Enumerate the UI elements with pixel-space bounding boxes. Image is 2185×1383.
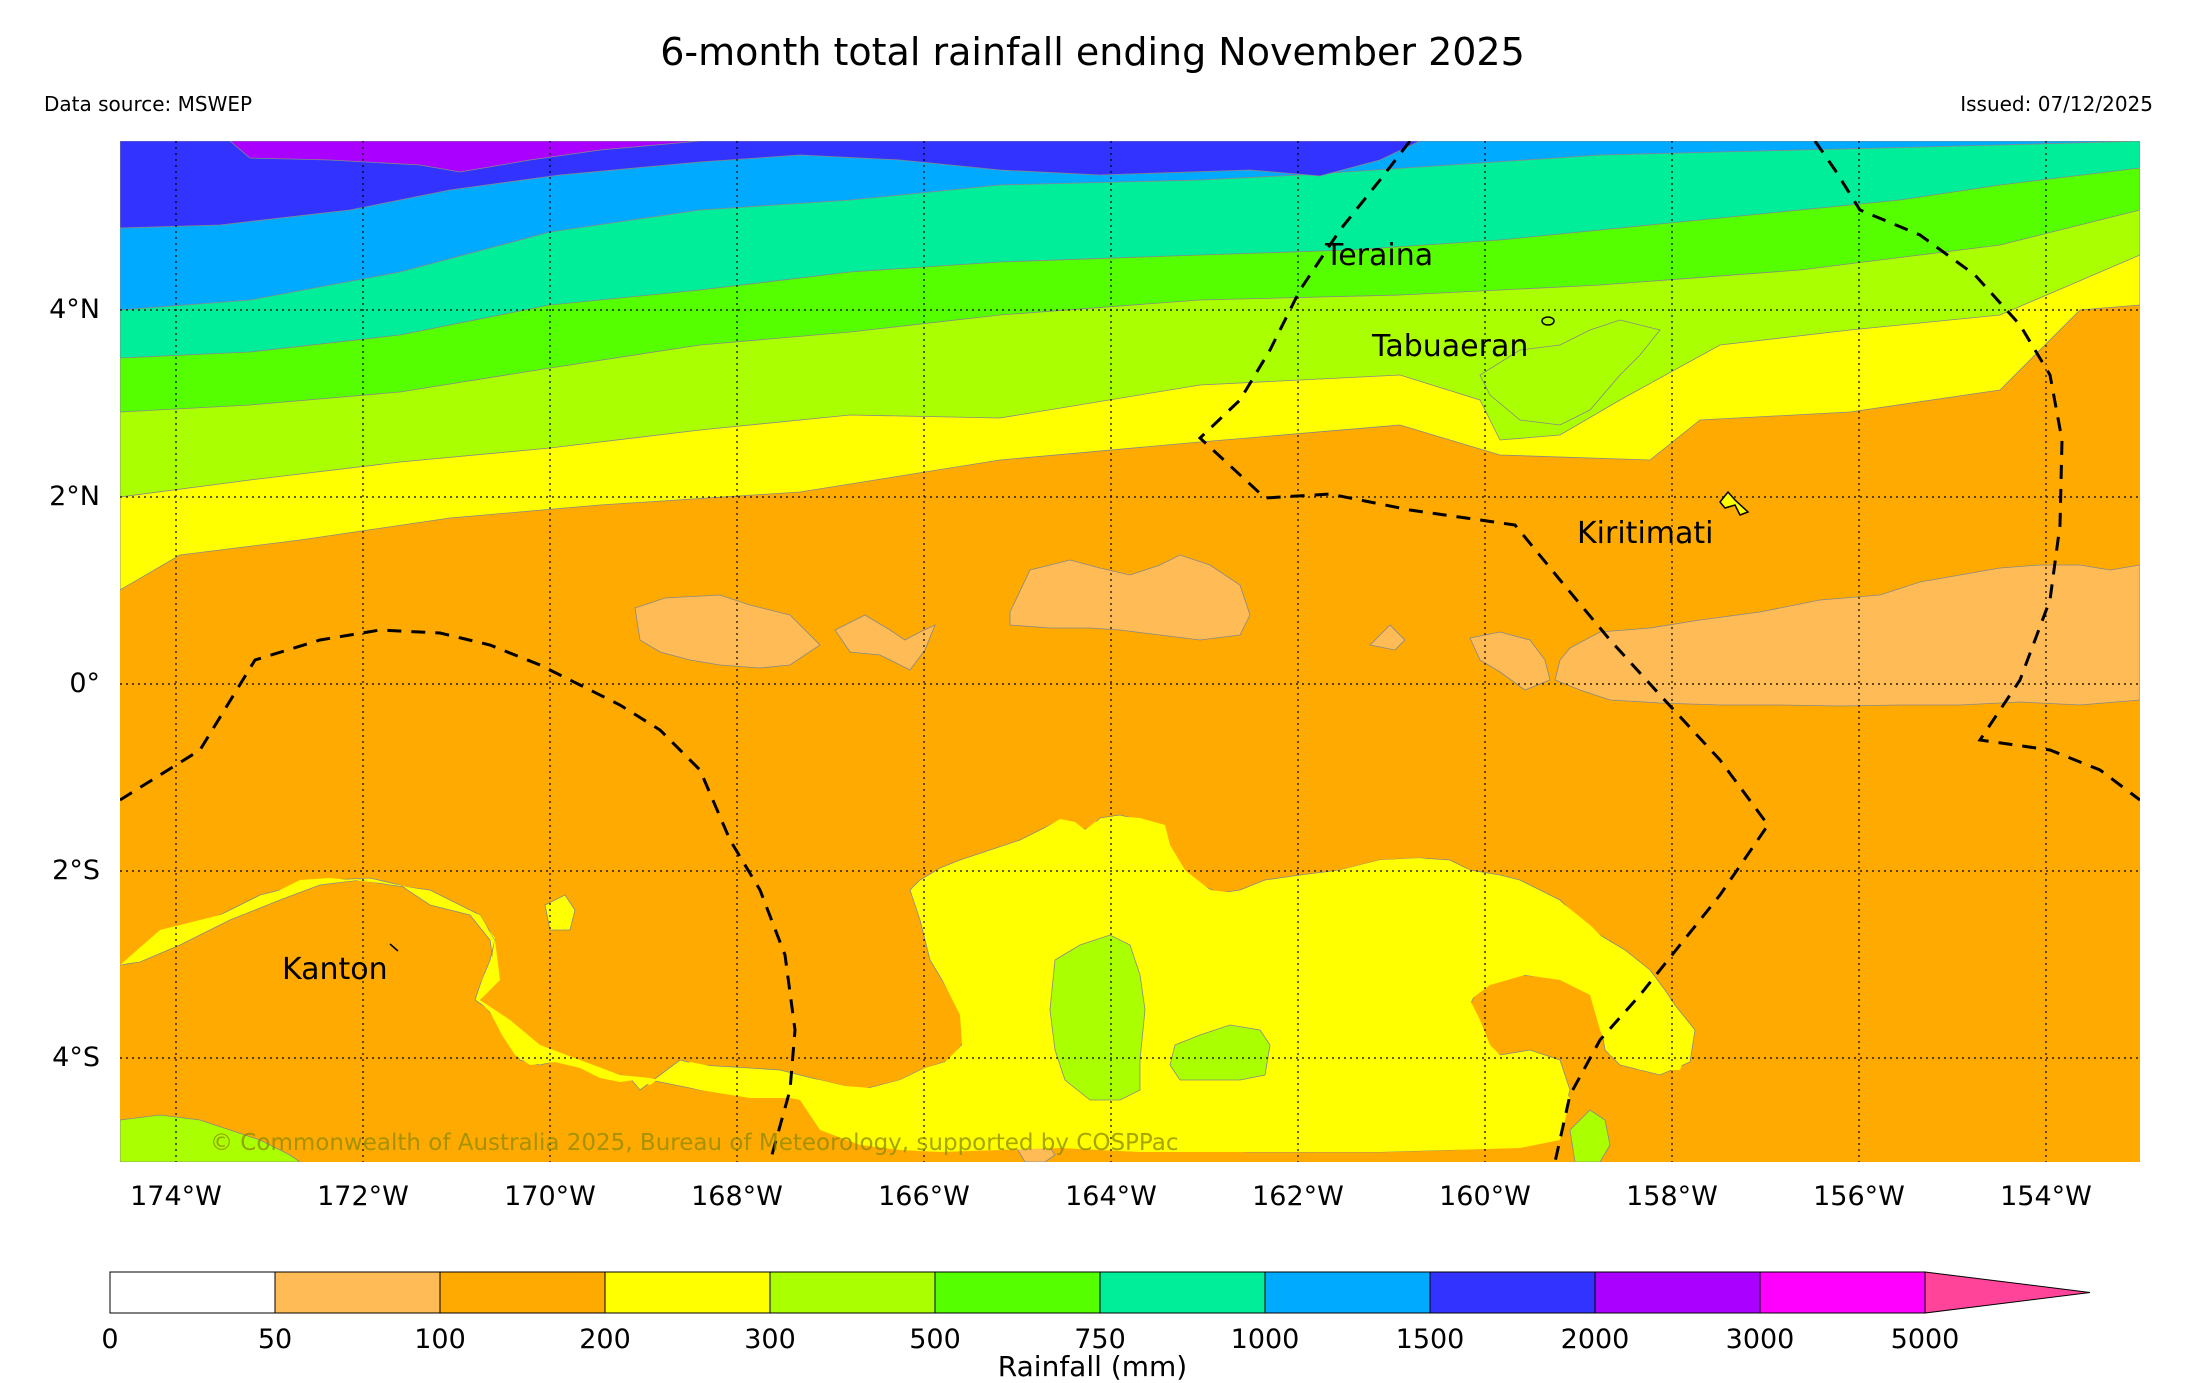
patch-50-100-d <box>1369 624 1406 651</box>
lon-ticks: 174°W 172°W 170°W 168°W 166°W 164°W 162°… <box>130 1181 2092 1212</box>
kiritimati-island <box>1719 490 1750 516</box>
lat-tick: 2°S <box>52 855 100 886</box>
patch-300-500-e <box>1479 319 1661 426</box>
colorbar-segment <box>1264 1271 1431 1314</box>
colorbar-tick: 500 <box>909 1324 961 1355</box>
colorbar-tick: 3000 <box>1726 1324 1795 1355</box>
map-title: 6-month total rainfall ending November 2… <box>660 30 1525 74</box>
colorbar-label: Rainfall (mm) <box>997 1350 1188 1383</box>
colorbar-segment <box>274 1271 441 1314</box>
data-source: Data source: MSWEP <box>44 92 253 116</box>
colorbar-tick: 750 <box>1074 1324 1126 1355</box>
patch-200-300-small <box>544 894 576 931</box>
lat-tick: 0° <box>69 668 100 699</box>
colorbar-tick: 300 <box>744 1324 796 1355</box>
colorbar <box>109 1271 2091 1314</box>
rainfall-field <box>120 141 2140 1162</box>
tabuaeran-island <box>1541 316 1555 326</box>
patch-50-100-e <box>1469 631 1551 691</box>
patch-300-500-a <box>1049 934 1146 1101</box>
band-200-300-south-main <box>120 816 1690 1152</box>
colorbar-segment <box>109 1271 276 1314</box>
patch-50-100-b <box>834 614 936 671</box>
place-label: Kiritimati <box>1577 516 1713 551</box>
patch-300-500-d <box>1569 1109 1611 1162</box>
colorbar-ticks: 0 50 100 200 300 500 750 1000 1500 2000 3000 5000 <box>101 1324 1959 1355</box>
colorbar-tick: 1500 <box>1396 1324 1465 1355</box>
issued-date: Issued: 07/12/2025 <box>1960 92 2153 116</box>
lon-tick: 166°W <box>878 1181 970 1212</box>
eez-boundaries <box>120 141 2140 1162</box>
colorbar-segment <box>1099 1271 1266 1314</box>
colorbar-tick: 100 <box>414 1324 466 1355</box>
lat-tick: 2°N <box>49 481 100 512</box>
lon-tick: 154°W <box>2000 1181 2092 1212</box>
colorbar-segment <box>769 1271 936 1314</box>
kanton-island <box>389 943 399 952</box>
copyright-text: © Commonwealth of Australia 2025, Bureau… <box>210 1130 1179 1156</box>
islands <box>389 316 1750 952</box>
lat-tick: 4°N <box>49 294 100 325</box>
band-2000-3000 <box>229 141 701 173</box>
lon-tick: 156°W <box>1813 1181 1905 1212</box>
colorbar-tick: 2000 <box>1561 1324 1630 1355</box>
lon-tick: 164°W <box>1065 1181 1157 1212</box>
colorbar-tick: 50 <box>258 1324 292 1355</box>
place-label: Kanton <box>282 952 388 987</box>
patch-50-100-a <box>634 594 821 669</box>
band-1000-1500 <box>120 141 2140 311</box>
lon-tick: 172°W <box>317 1181 409 1212</box>
colorbar-segment <box>604 1271 771 1314</box>
lon-tick: 168°W <box>691 1181 783 1212</box>
colorbar-tick: 1000 <box>1231 1324 1300 1355</box>
graticule <box>120 141 2140 1162</box>
place-label: Teraina <box>1324 238 1433 273</box>
lon-tick: 174°W <box>130 1181 222 1212</box>
colorbar-segment <box>439 1271 606 1314</box>
lon-tick: 162°W <box>1252 1181 1344 1212</box>
lat-ticks: 4°N 2°N 0° 2°S 4°S <box>49 294 100 1073</box>
patch-50-100-c <box>1009 554 1251 641</box>
colorbar-extension-arrow <box>1924 1271 2091 1314</box>
colorbar-tick: 5000 <box>1891 1324 1960 1355</box>
place-label: Tabuaeran <box>1371 329 1528 364</box>
colorbar-tick: 0 <box>101 1324 118 1355</box>
lon-tick: 160°W <box>1439 1181 1531 1212</box>
colorbar-segment <box>934 1271 1101 1314</box>
lon-tick: 158°W <box>1626 1181 1718 1212</box>
patch-300-500-c <box>120 1114 301 1162</box>
lat-tick: 4°S <box>52 1042 100 1073</box>
colorbar-segment <box>1429 1271 1596 1314</box>
colorbar-tick: 200 <box>579 1324 631 1355</box>
patch-50-100-f <box>1554 564 2140 707</box>
colorbar-segment <box>1759 1271 1926 1314</box>
patch-300-500-b <box>1169 1024 1271 1081</box>
lon-tick: 170°W <box>504 1181 596 1212</box>
colorbar-segment <box>1594 1271 1761 1314</box>
